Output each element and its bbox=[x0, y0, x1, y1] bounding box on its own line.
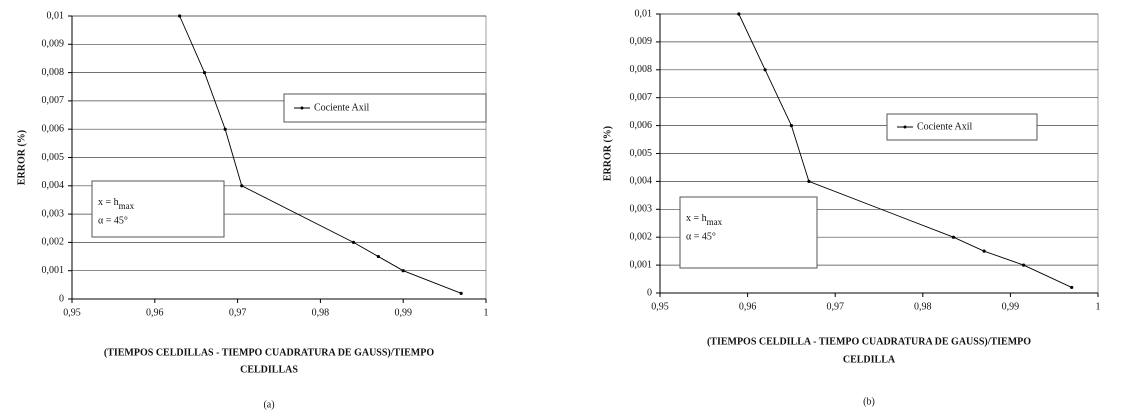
legend-marker bbox=[903, 125, 907, 129]
x-tick-label: 0,96 bbox=[739, 301, 757, 312]
y-tick-label: 0,003 bbox=[42, 208, 65, 219]
y-tick-label: 0,006 bbox=[42, 123, 65, 134]
x-axis-label: CELDILLAS bbox=[240, 364, 298, 375]
point bbox=[951, 235, 956, 239]
annotation-note: α = 45° bbox=[98, 215, 128, 226]
y-tick-label: 0,003 bbox=[630, 204, 653, 215]
point bbox=[178, 14, 182, 18]
caption: (a) bbox=[263, 399, 274, 410]
point bbox=[807, 179, 811, 183]
y-tick-label: 0,005 bbox=[630, 148, 653, 159]
annotation-main: x = h bbox=[98, 197, 119, 208]
annotation-sub: max bbox=[707, 217, 723, 227]
annotation-text: x = hmax bbox=[686, 213, 723, 227]
point bbox=[763, 68, 767, 72]
annotation-main: x = h bbox=[686, 213, 707, 224]
x-tick-label: 1 bbox=[484, 307, 489, 318]
y-tick-label: 0 bbox=[59, 293, 64, 304]
x-tick-label: 1 bbox=[1096, 301, 1101, 312]
y-tick-label: 0,004 bbox=[630, 176, 653, 187]
y-tick-label: 0,004 bbox=[42, 180, 65, 191]
y-tick-label: 0,008 bbox=[630, 64, 653, 75]
point bbox=[1070, 285, 1074, 290]
x-axis-label: (TIEMPOS CELDILLA - TIEMPO CUADRATURA DE… bbox=[707, 336, 1031, 347]
x-tick-label: 0,99 bbox=[394, 307, 412, 318]
y-tick-label: 0,008 bbox=[42, 67, 65, 78]
x-tick-label: 0,97 bbox=[229, 307, 247, 318]
y-tick-label: 0,001 bbox=[42, 265, 65, 276]
annotation-sub: max bbox=[119, 201, 135, 211]
point bbox=[789, 124, 794, 128]
point bbox=[351, 240, 356, 244]
y-tick-label: 0,005 bbox=[42, 152, 65, 163]
point bbox=[401, 269, 405, 273]
x-tick-label: 0,99 bbox=[1002, 301, 1020, 312]
y-tick-label: 0,002 bbox=[630, 231, 653, 242]
point bbox=[1021, 263, 1026, 267]
x-tick-label: 0,98 bbox=[914, 301, 932, 312]
y-tick-label: 0,01 bbox=[635, 8, 653, 19]
y-tick-label: 0,007 bbox=[630, 92, 653, 103]
y-tick-label: 0,007 bbox=[42, 95, 65, 106]
x-tick-label: 0,97 bbox=[826, 301, 844, 312]
caption: (b) bbox=[863, 396, 875, 407]
point bbox=[223, 127, 227, 131]
legend-label: Cociente Axil bbox=[314, 102, 369, 113]
point bbox=[737, 12, 741, 16]
point bbox=[982, 249, 986, 253]
annotation-text: x = hmax bbox=[98, 197, 135, 211]
legend-label: Cociente Axil bbox=[917, 121, 972, 132]
y-tick-label: 0,009 bbox=[42, 39, 65, 50]
y-tick-label: 0,002 bbox=[42, 237, 65, 248]
annotation-box bbox=[91, 180, 225, 238]
y-tick-label: 0 bbox=[647, 287, 652, 298]
y-axis-label: ERROR (%) bbox=[16, 130, 27, 185]
x-axis-label: (TIEMPOS CELDILLAS - TIEMPO CUADRATURA D… bbox=[104, 347, 434, 358]
annotation-note: α = 45° bbox=[686, 231, 716, 242]
point bbox=[240, 184, 244, 188]
series-line bbox=[738, 13, 1072, 288]
y-tick-label: 0,006 bbox=[630, 120, 653, 131]
y-axis-label: ERROR (%) bbox=[602, 126, 613, 181]
x-tick-label: 0,95 bbox=[63, 307, 81, 318]
point bbox=[202, 71, 207, 75]
point bbox=[376, 254, 380, 259]
x-tick-label: 0,98 bbox=[312, 307, 330, 318]
legend-marker bbox=[300, 106, 304, 110]
point bbox=[459, 291, 463, 295]
legend-box bbox=[283, 93, 487, 123]
y-tick-label: 0,009 bbox=[630, 36, 653, 47]
y-tick-label: 0,01 bbox=[47, 10, 65, 21]
series-line bbox=[179, 15, 462, 294]
x-axis-label: CELDILLA bbox=[843, 354, 896, 365]
x-tick-label: 0,96 bbox=[146, 307, 164, 318]
y-tick-label: 0,001 bbox=[630, 259, 653, 270]
annotation-box bbox=[679, 196, 818, 269]
x-tick-label: 0,95 bbox=[651, 301, 669, 312]
